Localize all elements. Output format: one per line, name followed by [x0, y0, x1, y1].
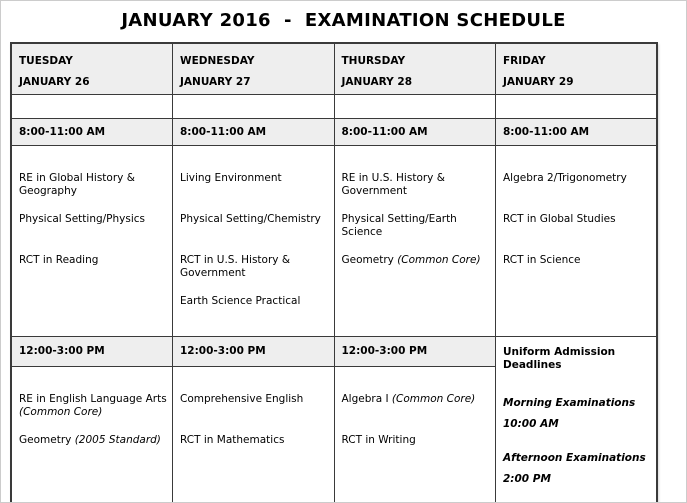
- exam-name: RCT in Writing: [341, 433, 416, 446]
- morning-exams-friday: Algebra 2/Trigonometry RCT in Global Stud…: [495, 144, 658, 337]
- deadline-entry-afternoon: Afternoon Examinations 2:00 PM: [503, 452, 651, 486]
- exam-item: RE in U.S. History & Government: [342, 172, 491, 198]
- exam-name: Algebra I: [341, 392, 389, 405]
- exam-name: Comprehensive English: [180, 392, 304, 405]
- exam-name: Geometry: [19, 433, 72, 446]
- spacer-cell: [172, 93, 335, 119]
- exam-item: Physical Setting/Physics: [19, 213, 167, 239]
- exam-item: Earth Science Practical: [180, 295, 329, 321]
- exam-item: Algebra I (Common Core): [342, 393, 491, 419]
- deadline-label: Afternoon Examinations: [503, 451, 646, 464]
- exam-item: Algebra 2/Trigonometry: [503, 172, 651, 198]
- day-name: FRIDAY: [503, 55, 546, 67]
- exam-name: Living Environment: [180, 171, 282, 184]
- morning-time-tuesday: 8:00-11:00 AM: [10, 117, 173, 146]
- deadline-entry-morning: Morning Examinations 10:00 AM: [503, 397, 651, 431]
- afternoon-exams-row: RE in English Language Arts (Common Core)…: [10, 365, 657, 502]
- exam-item: RCT in U.S. History & Government: [180, 254, 329, 280]
- day-header-wednesday: WEDNESDAY JANUARY 27: [172, 42, 335, 95]
- deadline-time: 10:00 AM: [503, 417, 559, 430]
- exam-note: (2005 Standard): [74, 433, 161, 446]
- exam-name: Physical Setting/Earth Science: [341, 212, 457, 238]
- afternoon-time-wednesday: 12:00-3:00 PM: [172, 335, 335, 367]
- exam-item: Comprehensive English: [180, 393, 329, 419]
- exam-item: Physical Setting/Chemistry: [180, 213, 329, 239]
- exam-item: Geometry (2005 Standard): [19, 434, 167, 460]
- morning-time-friday: 8:00-11:00 AM: [495, 117, 658, 146]
- day-header-thursday: THURSDAY JANUARY 28: [333, 42, 496, 95]
- exam-schedule-table: TUESDAY JANUARY 26 WEDNESDAY JANUARY 27 …: [10, 42, 658, 502]
- exam-item: RE in Global History & Geography: [19, 172, 167, 198]
- afternoon-time-row: 12:00-3:00 PM 12:00-3:00 PM 12:00-3:00 P…: [10, 335, 658, 502]
- morning-exams-thursday: RE in U.S. History & Government Physical …: [333, 144, 496, 337]
- exam-note: (Common Core): [19, 405, 103, 418]
- morning-exams-wednesday: Living Environment Physical Setting/Chemi…: [172, 144, 335, 337]
- page-title: JANUARY 2016 - EXAMINATION SCHEDULE: [121, 10, 566, 31]
- exam-item: RCT in Writing: [342, 434, 491, 460]
- morning-time-wednesday: 8:00-11:00 AM: [172, 117, 335, 146]
- day-header-row: TUESDAY JANUARY 26 WEDNESDAY JANUARY 27 …: [10, 42, 658, 95]
- exam-name: RE in Global History & Geography: [19, 171, 135, 197]
- exam-name: RE in English Language Arts: [19, 392, 167, 405]
- exam-item: RCT in Mathematics: [180, 434, 329, 460]
- day-name: TUESDAY: [19, 55, 73, 67]
- exam-name: Physical Setting/Physics: [19, 212, 146, 225]
- exam-name: RCT in Mathematics: [180, 433, 285, 446]
- exam-item: RCT in Science: [503, 254, 651, 280]
- day-header-tuesday: TUESDAY JANUARY 26: [10, 42, 173, 95]
- day-name: THURSDAY: [341, 55, 406, 67]
- exam-name: RCT in Global Studies: [503, 212, 616, 225]
- exam-name: RCT in Reading: [19, 253, 99, 266]
- deadline-label: Morning Examinations: [503, 396, 636, 409]
- morning-exams-tuesday: RE in Global History & Geography Physical…: [10, 144, 173, 337]
- deadline-time: 2:00 PM: [503, 472, 551, 485]
- day-date: JANUARY 26: [19, 76, 90, 88]
- exam-item: RE in English Language Arts (Common Core): [19, 393, 167, 419]
- exam-item: RCT in Reading: [19, 254, 167, 280]
- exam-name: Physical Setting/Chemistry: [180, 212, 321, 225]
- exam-item: Living Environment: [180, 172, 329, 198]
- afternoon-exams-wednesday: Comprehensive English RCT in Mathematics: [172, 365, 335, 502]
- morning-exams-row: RE in Global History & Geography Physical…: [10, 144, 658, 337]
- day-date: JANUARY 27: [180, 76, 251, 88]
- morning-time-thursday: 8:00-11:00 AM: [333, 117, 496, 146]
- afternoon-exams-thursday: Algebra I (Common Core) RCT in Writing: [333, 365, 496, 502]
- exam-item: RCT in Global Studies: [503, 213, 651, 239]
- exam-name: RCT in Science: [503, 253, 581, 266]
- exam-note: (Common Core): [397, 253, 481, 266]
- spacer-cell: [333, 93, 496, 119]
- exam-name: RE in U.S. History & Government: [341, 171, 445, 197]
- day-date: JANUARY 28: [341, 76, 413, 88]
- day-name: WEDNESDAY: [180, 55, 255, 67]
- exam-name: Geometry: [341, 253, 394, 266]
- afternoon-time-tuesday: 12:00-3:00 PM: [10, 335, 173, 367]
- morning-time-row: 8:00-11:00 AM 8:00-11:00 AM 8:00-11:00 A…: [10, 117, 658, 146]
- deadlines-title: Uniform Admission Deadlines: [503, 345, 616, 371]
- afternoon-time-thursday: 12:00-3:00 PM: [333, 335, 496, 367]
- exam-name: Algebra 2/Trigonometry: [503, 171, 627, 184]
- spacer-row: [10, 93, 658, 119]
- exam-item: Geometry (Common Core): [342, 254, 491, 280]
- spacer-cell: [495, 93, 658, 119]
- spacer-cell: [10, 93, 173, 119]
- exam-item: Physical Setting/Earth Science: [342, 213, 491, 239]
- day-header-friday: FRIDAY JANUARY 29: [495, 42, 658, 95]
- exam-name: Earth Science Practical: [180, 294, 301, 307]
- friday-deadlines-cell: Uniform Admission Deadlines Morning Exam…: [495, 335, 658, 502]
- afternoon-exams-tuesday: RE in English Language Arts (Common Core)…: [10, 365, 173, 502]
- day-date: JANUARY 29: [503, 76, 574, 88]
- exam-name: RCT in U.S. History & Government: [180, 253, 291, 279]
- exam-note: (Common Core): [391, 392, 476, 405]
